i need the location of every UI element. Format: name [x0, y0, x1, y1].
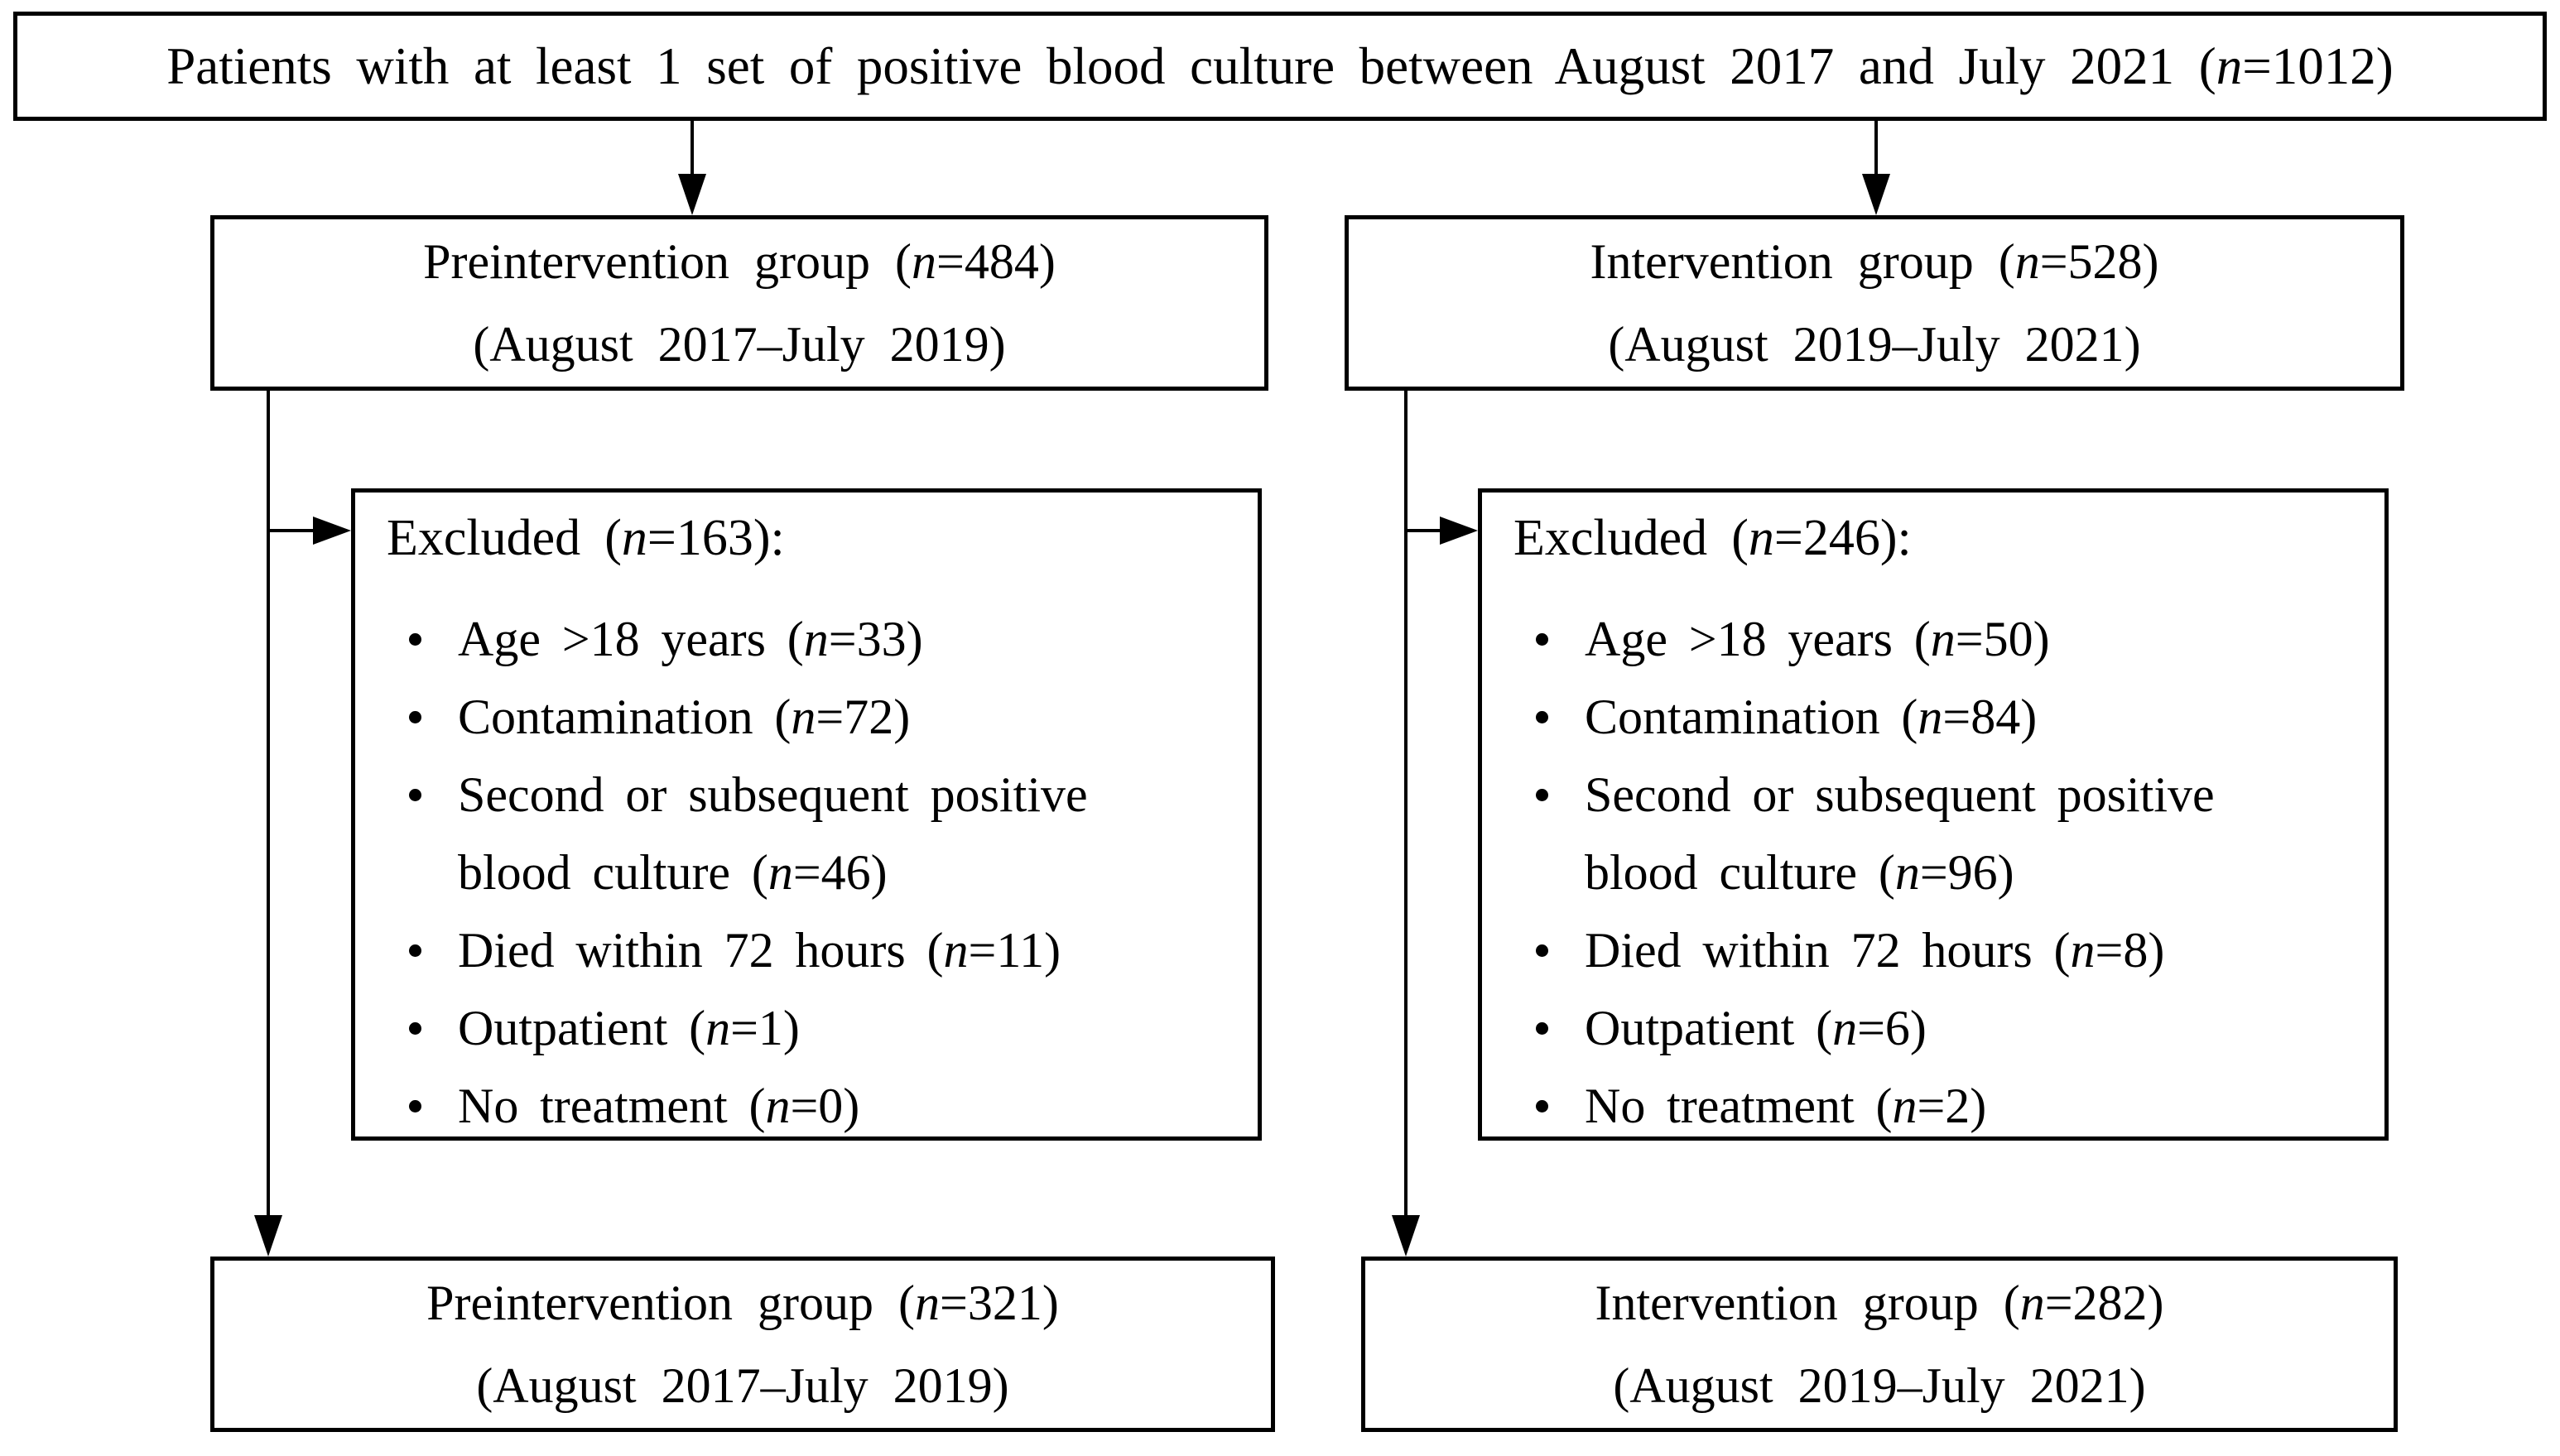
bullet-icon — [409, 711, 421, 723]
excluded-item-outpatient: Outpatient (n=6) — [1513, 989, 2361, 1067]
bullet-icon — [409, 1100, 421, 1112]
arrowhead-to-preintervention-icon — [678, 174, 706, 215]
arrow-line-to-preintervention — [691, 121, 694, 177]
intervention-group-text: Intervention group (n=528) (August 2019–… — [1590, 234, 2159, 372]
arrowhead-to-preintervention-final-icon — [254, 1215, 282, 1257]
preintervention-final-text: Preintervention group (n=321) (August 20… — [426, 1276, 1059, 1413]
bullet-icon — [409, 1022, 421, 1035]
intervention-group-box: Intervention group (n=528) (August 2019–… — [1345, 215, 2404, 391]
bullet-icon — [409, 633, 421, 646]
excluded-item-no-treatment: No treatment (n=2) — [1513, 1067, 2361, 1145]
enrollment-box: Patients with at least 1 set of positive… — [13, 12, 2547, 121]
arrowhead-to-excluded-left-icon — [313, 517, 351, 545]
arrowhead-to-intervention-final-icon — [1392, 1215, 1420, 1257]
excluded-item-subsequent-culture: Second or subsequent positive blood cult… — [1513, 756, 2361, 911]
enrollment-text: Patients with at least 1 set of positive… — [166, 37, 2394, 95]
excluded-right-heading: Excluded (n=246): — [1513, 510, 1912, 566]
bullet-icon — [1536, 789, 1548, 801]
excluded-item-subsequent-culture: Second or subsequent positive blood cult… — [387, 756, 1234, 911]
preintervention-group-text: Preintervention group (n=484) (August 20… — [423, 234, 1056, 372]
excluded-right-list: Age >18 years (n=50) Contamination (n=84… — [1513, 600, 2361, 1145]
preintervention-final-box: Preintervention group (n=321) (August 20… — [210, 1257, 1275, 1432]
excluded-box-preintervention: Excluded (n=163): Age >18 years (n=33) C… — [351, 488, 1262, 1141]
excluded-left-heading: Excluded (n=163): — [387, 510, 785, 566]
bullet-icon — [1536, 944, 1548, 957]
excluded-item-contamination: Contamination (n=72) — [387, 678, 1234, 756]
excluded-item-age: Age >18 years (n=33) — [387, 600, 1234, 678]
bullet-icon — [409, 789, 421, 801]
excluded-item-died: Died within 72 hours (n=11) — [387, 911, 1234, 989]
excluded-item-outpatient: Outpatient (n=1) — [387, 989, 1234, 1067]
excluded-item-contamination: Contamination (n=84) — [1513, 678, 2361, 756]
arrow-line-to-intervention — [1874, 121, 1878, 177]
excluded-item-age: Age >18 years (n=50) — [1513, 600, 2361, 678]
bullet-icon — [409, 944, 421, 957]
bullet-icon — [1536, 1022, 1548, 1035]
excluded-item-no-treatment: No treatment (n=0) — [387, 1067, 1234, 1145]
bullet-icon — [1536, 633, 1548, 646]
intervention-branch-line — [1406, 529, 1441, 532]
bullet-icon — [1536, 711, 1548, 723]
intervention-final-text: Intervention group (n=282) (August 2019–… — [1595, 1276, 2164, 1413]
preintervention-branch-line — [268, 529, 315, 532]
intervention-final-box: Intervention group (n=282) (August 2019–… — [1361, 1257, 2398, 1432]
arrowhead-to-intervention-icon — [1862, 174, 1890, 215]
preintervention-group-box: Preintervention group (n=484) (August 20… — [210, 215, 1268, 391]
excluded-item-died: Died within 72 hours (n=8) — [1513, 911, 2361, 989]
excluded-left-list: Age >18 years (n=33) Contamination (n=72… — [387, 600, 1234, 1145]
excluded-box-intervention: Excluded (n=246): Age >18 years (n=50) C… — [1478, 488, 2389, 1141]
arrowhead-to-excluded-right-icon — [1440, 517, 1478, 545]
intervention-drop-line — [1404, 391, 1408, 1215]
preintervention-drop-line — [267, 391, 270, 1215]
bullet-icon — [1536, 1100, 1548, 1112]
